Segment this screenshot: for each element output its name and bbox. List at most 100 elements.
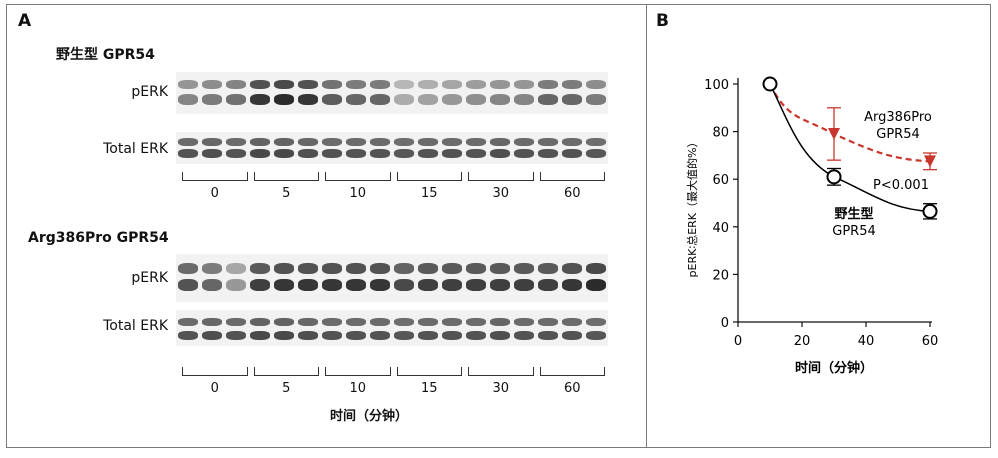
y-tick-label: 100: [704, 78, 729, 93]
blot-band: [514, 318, 534, 326]
blot-band: [370, 94, 390, 105]
blot-band: [418, 331, 438, 340]
blot-band: [178, 94, 198, 105]
blot-band: [442, 263, 462, 274]
blot-band: [586, 279, 606, 291]
series-label-wildtype-line2: GPR54: [832, 224, 876, 239]
time-label: 10: [349, 381, 367, 396]
time-bracket: [253, 172, 319, 181]
blot-band: [370, 263, 390, 274]
wildtype-point: [922, 203, 938, 219]
blot-band: [178, 149, 198, 158]
blot-band: [466, 149, 486, 158]
blot-band: [418, 279, 438, 291]
series-label-wildtype-line1: 野生型: [834, 206, 873, 222]
blot-band: [226, 318, 246, 326]
time-label: 5: [282, 186, 291, 201]
time-label: 30: [492, 186, 510, 201]
blot-band: [298, 263, 318, 274]
time-bracket: [396, 367, 462, 376]
y-tick-label: 0: [721, 316, 729, 331]
time-bracket: [182, 367, 248, 376]
blot-band: [418, 94, 438, 105]
blot-1-row-perk: pERK: [131, 84, 168, 100]
blot-band: [202, 318, 222, 326]
time-bracket: [468, 367, 534, 376]
blot-band: [466, 331, 486, 340]
panel-a-x-caption: 时间（分钟）: [330, 409, 409, 424]
blot-band: [418, 149, 438, 158]
time-label: 10: [349, 186, 367, 201]
y-tick-label: 60: [712, 173, 729, 188]
time-bracket: [182, 172, 248, 181]
blot-band: [442, 138, 462, 146]
blot-band: [490, 94, 510, 105]
series-label-arg386pro-line1: Arg386Pro: [864, 110, 932, 125]
blot-band: [442, 279, 462, 291]
series-label-arg386pro-line2: GPR54: [876, 127, 920, 142]
blot-band: [178, 318, 198, 326]
blot-1-title: 野生型 GPR54: [56, 47, 155, 63]
blot-band: [202, 138, 222, 146]
blot-band: [586, 94, 606, 105]
blot-band: [226, 94, 246, 105]
blot-band: [226, 80, 246, 89]
blot-band: [346, 149, 366, 158]
blot-band: [322, 94, 342, 105]
blot-band: [202, 94, 222, 105]
blot-band: [586, 80, 606, 89]
blot-band: [274, 263, 294, 274]
blot-band: [298, 94, 318, 105]
blot-band: [178, 279, 198, 291]
blot-band: [538, 138, 558, 146]
blot-band: [394, 263, 414, 274]
blot-band: [274, 94, 294, 105]
blot-band: [298, 318, 318, 326]
blot-band: [418, 263, 438, 274]
blot-band: [562, 94, 582, 105]
blot-band: [178, 331, 198, 340]
blot-band: [394, 279, 414, 291]
blot-band: [178, 263, 198, 274]
arg386pro-point: [828, 127, 840, 140]
blot-band: [202, 263, 222, 274]
blot-band: [562, 318, 582, 326]
blot-band: [394, 138, 414, 146]
blot-1-total-image: [176, 132, 608, 164]
blot-band: [250, 94, 270, 105]
blot-band: [298, 80, 318, 89]
blot-band: [418, 80, 438, 89]
blot-band: [538, 149, 558, 158]
blot-band: [562, 138, 582, 146]
blot-band: [466, 80, 486, 89]
wildtype-point: [762, 76, 778, 92]
blot-2-row-perk: pERK: [131, 270, 168, 286]
time-label: 15: [420, 381, 438, 396]
blot-band: [514, 331, 534, 340]
blot-band: [514, 94, 534, 105]
blot-band: [538, 331, 558, 340]
time-label: 60: [563, 186, 581, 201]
blot-band: [370, 80, 390, 89]
blot-band: [274, 318, 294, 326]
p-value-annotation: P<0.001: [873, 178, 929, 193]
blot-band: [442, 94, 462, 105]
blot-band: [514, 138, 534, 146]
y-axis-label: pERK∶总ERK（最大值的%）: [685, 137, 699, 278]
blot-band: [322, 279, 342, 291]
time-bracket: [539, 172, 605, 181]
blot-band: [346, 138, 366, 146]
blot-band: [274, 80, 294, 89]
blot-band: [250, 279, 270, 291]
blot-band: [562, 331, 582, 340]
blot-band: [538, 279, 558, 291]
blot-band: [370, 149, 390, 158]
blot-band: [202, 80, 222, 89]
blot-band: [538, 318, 558, 326]
blot-band: [346, 331, 366, 340]
blot-band: [562, 80, 582, 89]
blot-band: [226, 331, 246, 340]
blot-band: [274, 331, 294, 340]
blot-band: [490, 263, 510, 274]
time-label: 0: [210, 381, 219, 396]
